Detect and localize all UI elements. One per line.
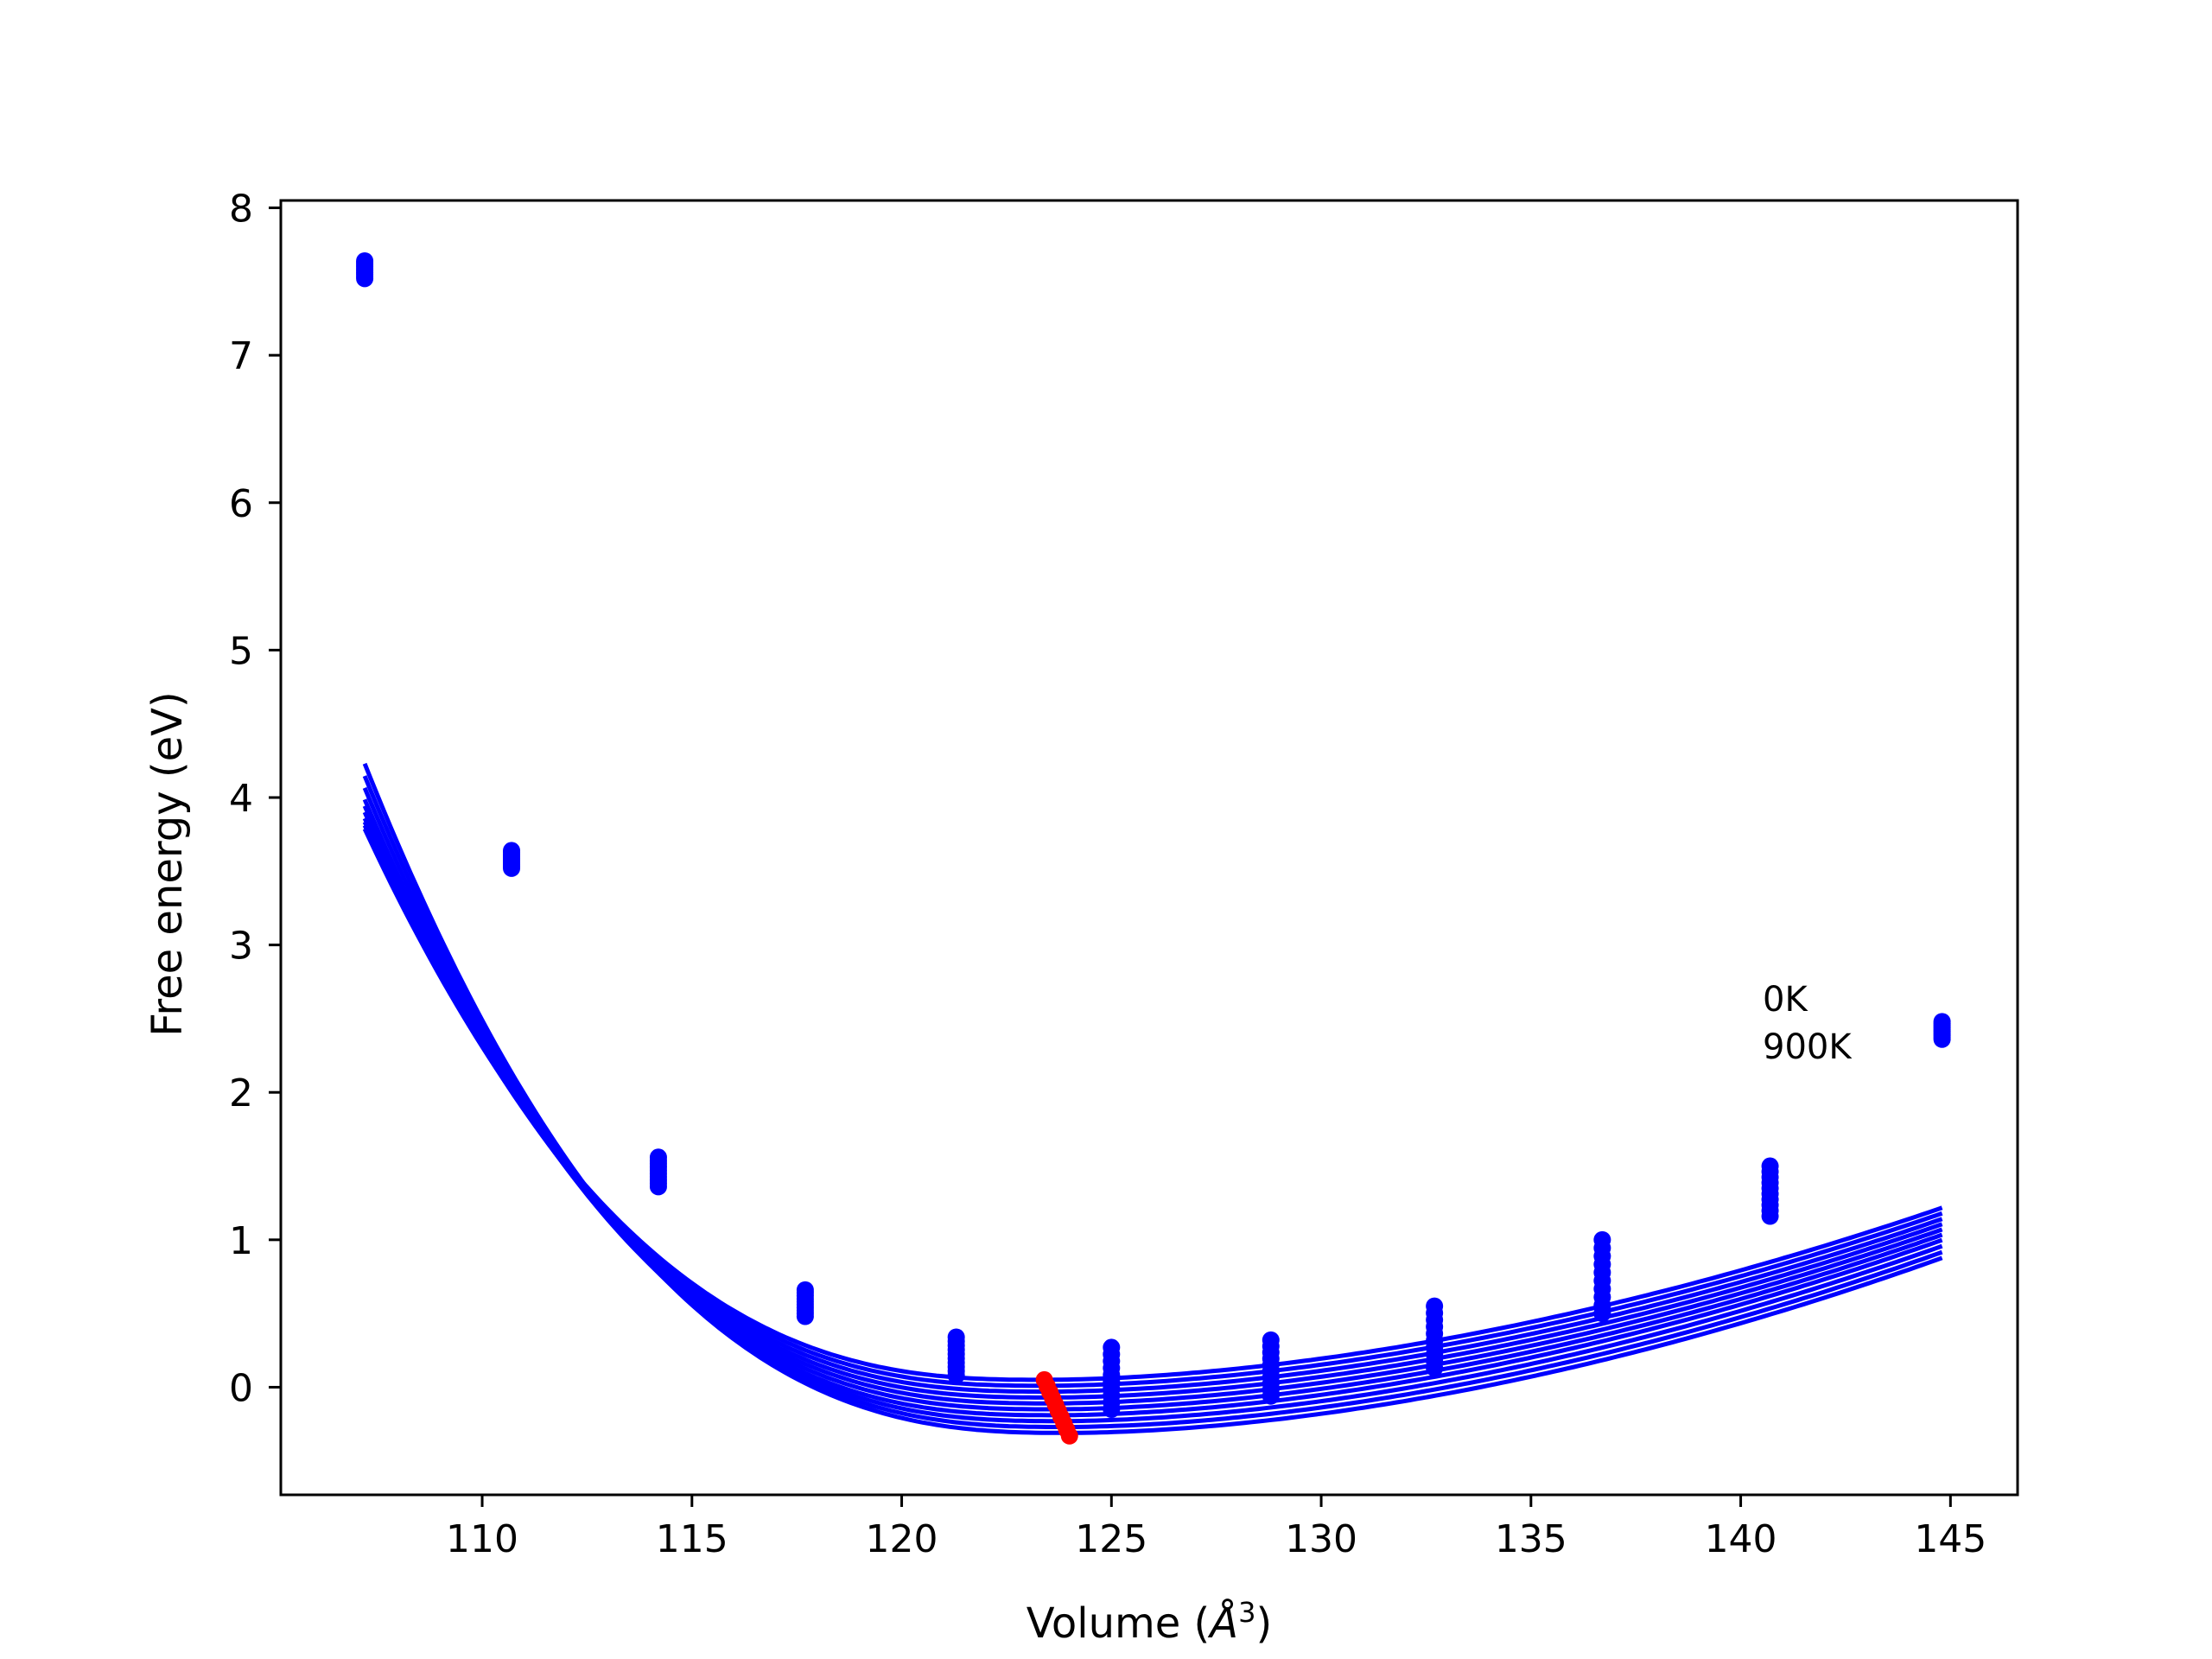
y-tick-label: 2 xyxy=(229,1071,253,1116)
plot-frame xyxy=(279,199,2019,1497)
x-axis-ticks: 110 115 120 125 130 135 140 145 xyxy=(446,1495,1986,1561)
x-axis-label-unit: Å xyxy=(1207,1599,1238,1648)
y-tick-label: 4 xyxy=(229,777,253,821)
minimum-locus xyxy=(1035,1370,1078,1445)
y-axis-ticks: 0 1 2 3 4 5 6 7 8 xyxy=(229,188,281,1410)
x-axis-label-exponent: 3 xyxy=(1238,1596,1255,1629)
minimum-point xyxy=(1060,1427,1078,1445)
data-point xyxy=(1761,1157,1779,1175)
data-point xyxy=(503,842,521,860)
data-point xyxy=(356,251,374,270)
data-point xyxy=(649,1148,667,1166)
temperature-curves xyxy=(362,762,1943,1435)
data-point xyxy=(1262,1331,1280,1349)
x-axis-label-main: Volume ( xyxy=(1027,1599,1211,1648)
data-points xyxy=(356,251,1951,1419)
data-point xyxy=(947,1328,965,1346)
temperature-curve xyxy=(362,821,1943,1395)
x-tick-label: 145 xyxy=(1914,1517,1986,1561)
y-tick-label: 3 xyxy=(229,925,253,969)
data-point xyxy=(1933,1013,1951,1031)
x-tick-label: 115 xyxy=(656,1517,728,1561)
y-tick-label: 6 xyxy=(229,482,253,526)
annotation-900k: 900K xyxy=(1763,1027,1853,1067)
data-point xyxy=(1426,1297,1444,1315)
x-tick-label: 110 xyxy=(446,1517,518,1561)
data-point xyxy=(796,1281,814,1299)
y-tick-label: 7 xyxy=(229,334,253,378)
x-axis-label: Volume (Å3) xyxy=(1027,1596,1272,1648)
x-tick-label: 135 xyxy=(1495,1517,1567,1561)
x-tick-label: 140 xyxy=(1705,1517,1777,1561)
data-point xyxy=(1593,1230,1611,1249)
temperature-curve xyxy=(362,762,1943,1435)
y-tick-label: 5 xyxy=(229,629,253,673)
y-tick-label: 0 xyxy=(229,1366,253,1410)
y-tick-label: 1 xyxy=(229,1219,253,1263)
annotation-0k: 0K xyxy=(1763,980,1808,1020)
x-tick-label: 120 xyxy=(866,1517,938,1561)
x-tick-label: 125 xyxy=(1075,1517,1147,1561)
x-tick-label: 130 xyxy=(1285,1517,1357,1561)
y-axis-label: Free energy (eV) xyxy=(143,691,192,1036)
temperature-curve xyxy=(362,775,1943,1429)
x-axis-label-close: ) xyxy=(1255,1599,1272,1648)
data-point xyxy=(1103,1338,1121,1357)
y-tick-label: 8 xyxy=(229,188,253,232)
